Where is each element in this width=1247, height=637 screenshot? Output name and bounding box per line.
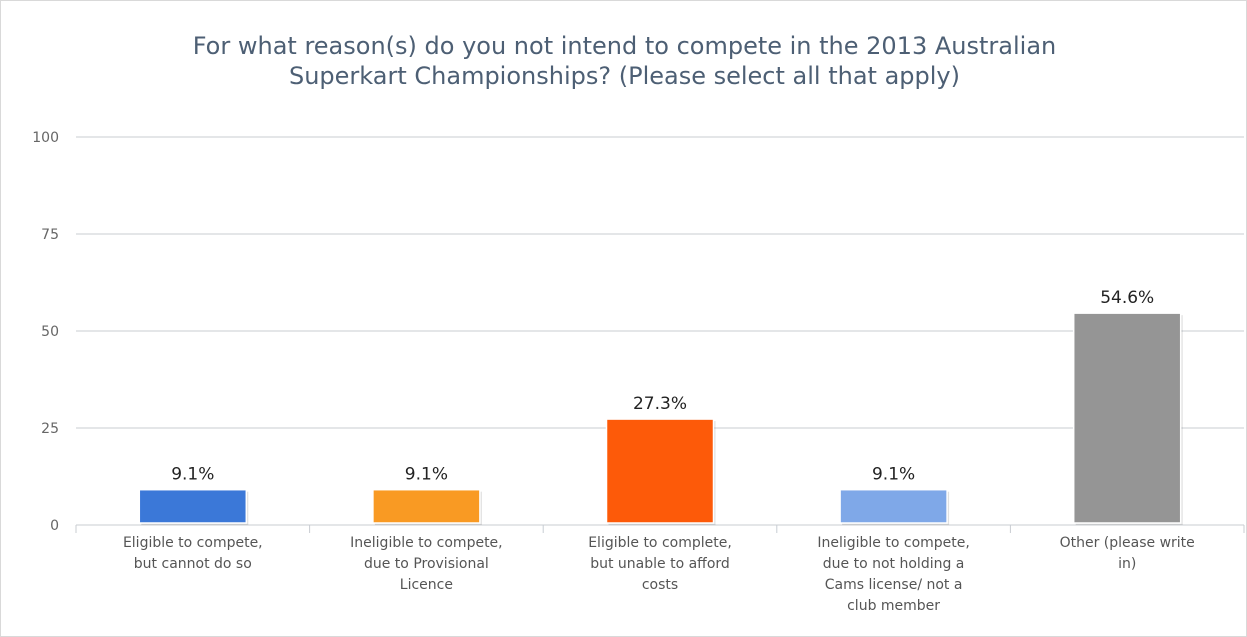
data-label: 9.1% <box>405 465 448 485</box>
data-label: 9.1% <box>872 465 915 485</box>
x-category-label-line: Other (please write <box>1060 535 1195 551</box>
chart-title: For what reason(s) do you not intend to … <box>192 32 1057 90</box>
y-tick-label: 0 <box>50 518 59 534</box>
x-category-label-line: Cams license/ not a <box>825 577 963 593</box>
bars <box>138 312 1183 525</box>
x-category-label-line: Eligible to compete, <box>123 535 263 551</box>
x-category-label-line: Eligible to complete, <box>588 535 732 551</box>
x-category-label-line: in) <box>1118 556 1136 572</box>
data-label: 54.6% <box>1100 288 1154 308</box>
x-category-label: Ineligible to compete, due to not holding… <box>817 535 969 614</box>
x-category-label: Ineligible to compete, due to Provisional… <box>350 535 502 593</box>
x-category-label-line: costs <box>642 577 678 593</box>
x-category-label-line: Ineligible to compete, <box>817 535 969 551</box>
y-tick-label: 50 <box>41 324 59 340</box>
gridlines <box>76 136 1244 429</box>
bar <box>839 488 948 524</box>
bar <box>1072 312 1182 524</box>
axes: 0 25 50 75 100 <box>32 130 1245 534</box>
x-category-label-line: Ineligible to compete, <box>350 535 502 551</box>
bar <box>138 488 248 524</box>
x-category-label-line: due to Provisional <box>364 556 489 572</box>
x-category-label-line: but unable to afford <box>590 556 730 572</box>
y-tick-label: 75 <box>41 227 59 243</box>
x-category-label-line: Licence <box>400 577 453 593</box>
data-label: 9.1% <box>171 465 214 485</box>
y-tick-label: 100 <box>32 130 59 146</box>
bar <box>372 488 481 524</box>
x-category-label-line: due to not holding a <box>823 556 965 572</box>
x-category-label: Eligible to compete, but cannot do so <box>123 535 263 572</box>
bar <box>605 418 715 524</box>
y-tick-label: 25 <box>41 421 59 437</box>
labels: 9.1% Eligible to compete, but cannot do so… <box>123 288 1195 614</box>
data-label: 27.3% <box>633 394 687 414</box>
x-category-label-line: but cannot do so <box>134 556 252 572</box>
x-category-label-line: club member <box>847 598 940 614</box>
x-category-label: Eligible to complete, but unable to affor… <box>588 535 732 593</box>
x-category-label: Other (please write in) <box>1060 535 1195 572</box>
